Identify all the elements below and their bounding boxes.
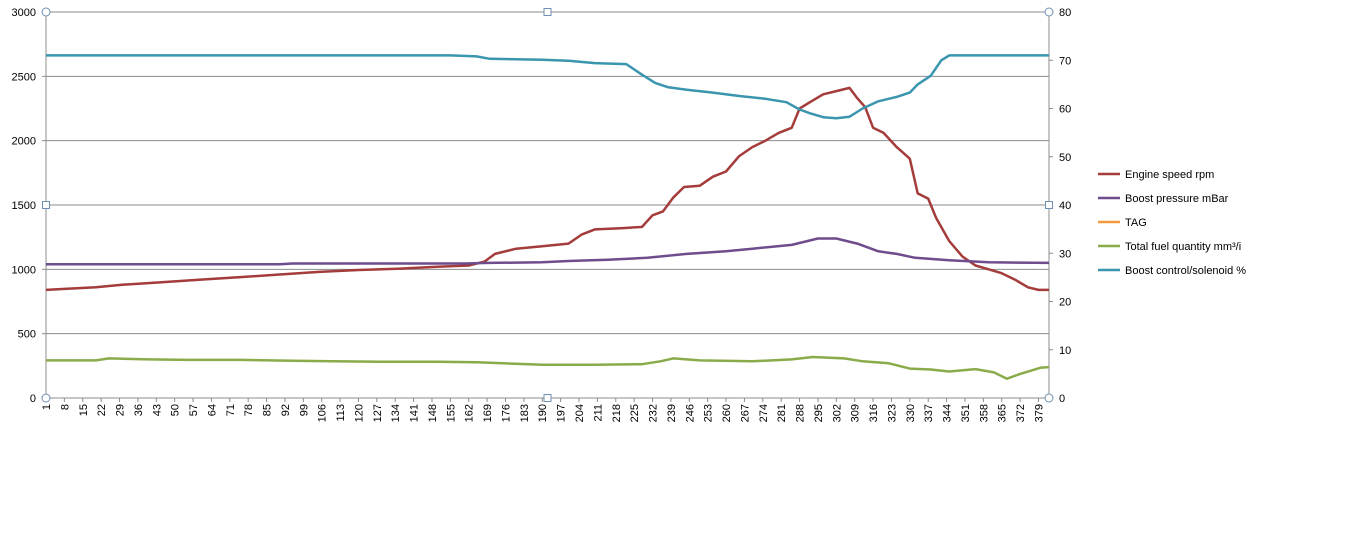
- legend: Engine speed rpm Boost pressure mBar TAG To…: [1098, 169, 1246, 277]
- left-tick-label: 2500: [12, 71, 36, 83]
- right-tick-label: 70: [1059, 55, 1071, 67]
- series-line: [45, 86, 1049, 292]
- right-tick-label: 10: [1059, 345, 1071, 357]
- resize-handle[interactable]: [41, 393, 51, 403]
- x-tick-label: 288: [795, 404, 807, 422]
- x-tick-label: 295: [813, 404, 825, 422]
- resize-handle[interactable]: [543, 8, 552, 16]
- x-tick-label: 372: [1015, 404, 1027, 422]
- x-tick-label: 1: [41, 404, 53, 410]
- x-tick-label: 134: [390, 404, 402, 422]
- resize-handle[interactable]: [1044, 393, 1054, 403]
- x-tick-label: 155: [445, 404, 457, 422]
- x-tick-label: 162: [464, 404, 476, 422]
- left-tick-label: 1000: [12, 264, 36, 276]
- right-tick-label: 0: [1059, 393, 1065, 405]
- x-tick-label: 71: [225, 404, 237, 416]
- x-tick-label: 85: [262, 404, 274, 416]
- series-line: [46, 355, 1050, 380]
- legend-label: Engine speed rpm: [1125, 169, 1214, 181]
- x-tick-label: 29: [115, 404, 127, 416]
- x-tick-label: 351: [960, 404, 972, 422]
- legend-label: TAG: [1125, 217, 1147, 229]
- x-tick-label: 15: [78, 404, 90, 416]
- right-axis: 0 10 20 30 40 50 60 70 80: [1049, 7, 1071, 405]
- x-tick-label: 323: [886, 404, 898, 422]
- x-tick-label: 197: [556, 404, 568, 422]
- x-tick-label: 106: [317, 404, 329, 422]
- series-line: [46, 54, 1049, 120]
- right-tick-label: 80: [1059, 7, 1071, 19]
- right-tick-label: 30: [1059, 248, 1071, 260]
- x-tick-label: 316: [868, 404, 880, 422]
- left-tick-label: 0: [30, 393, 36, 405]
- right-tick-label: 50: [1059, 152, 1071, 164]
- x-tick-label: 330: [905, 404, 917, 422]
- x-tick-label: 50: [170, 404, 182, 416]
- x-tick-label: 337: [923, 404, 935, 422]
- x-tick-label: 344: [942, 404, 954, 422]
- x-tick-label: 211: [592, 404, 604, 422]
- resize-handle[interactable]: [42, 201, 50, 209]
- left-tick-label: 2000: [12, 136, 36, 148]
- x-tick-label: 43: [151, 404, 163, 416]
- series-lines: [45, 54, 1050, 380]
- resize-handle[interactable]: [1045, 201, 1053, 209]
- x-axis: 1 8 15 22 29 36 43 50 57 64 71 78 85 92 99 106 113 120 127…: [41, 398, 1045, 422]
- x-tick-label: 379: [1033, 404, 1045, 422]
- x-tick-label: 260: [721, 404, 733, 422]
- x-tick-label: 239: [666, 404, 678, 422]
- x-tick-label: 92: [280, 404, 292, 416]
- left-tick-label: 3000: [12, 7, 36, 19]
- x-tick-label: 253: [703, 404, 715, 422]
- x-tick-label: 274: [758, 404, 770, 422]
- x-tick-label: 365: [997, 404, 1009, 422]
- x-tick-label: 302: [831, 404, 843, 422]
- x-tick-label: 64: [206, 404, 218, 416]
- x-tick-label: 281: [776, 404, 788, 422]
- x-tick-label: 267: [739, 404, 751, 422]
- x-tick-label: 148: [427, 404, 439, 422]
- x-tick-label: 36: [133, 404, 145, 416]
- resize-handle[interactable]: [41, 7, 51, 17]
- selection-handles[interactable]: [41, 7, 1054, 403]
- resize-handle[interactable]: [543, 394, 552, 402]
- right-tick-label: 60: [1059, 104, 1071, 116]
- x-tick-label: 127: [372, 404, 384, 422]
- series-line: [46, 237, 1050, 266]
- x-tick-label: 78: [243, 404, 255, 416]
- left-axis: 0 500 1000 1500 2000 2500 3000: [12, 7, 46, 405]
- resize-handle[interactable]: [1044, 7, 1054, 17]
- left-tick-label: 1500: [12, 200, 36, 212]
- legend-label: Boost control/solenoid %: [1125, 265, 1246, 277]
- x-tick-label: 113: [335, 404, 347, 422]
- legend-label: Boost pressure mBar: [1125, 193, 1229, 205]
- x-tick-label: 204: [574, 404, 586, 422]
- legend-label: Total fuel quantity mm³/i: [1125, 241, 1241, 253]
- x-tick-label: 22: [96, 404, 108, 416]
- x-tick-label: 176: [500, 404, 512, 422]
- x-tick-label: 8: [59, 404, 71, 410]
- x-tick-label: 183: [519, 404, 531, 422]
- x-tick-label: 232: [648, 404, 660, 422]
- x-tick-label: 309: [850, 404, 862, 422]
- x-tick-label: 358: [978, 404, 990, 422]
- x-tick-label: 190: [537, 404, 549, 422]
- x-tick-label: 99: [298, 404, 310, 416]
- x-tick-label: 57: [188, 404, 200, 416]
- x-tick-label: 218: [611, 404, 623, 422]
- x-tick-label: 225: [629, 404, 641, 422]
- x-tick-label: 246: [684, 404, 696, 422]
- right-tick-label: 20: [1059, 297, 1071, 309]
- x-tick-label: 120: [353, 404, 365, 422]
- right-tick-label: 40: [1059, 200, 1071, 212]
- x-tick-label: 169: [482, 404, 494, 422]
- left-tick-label: 500: [18, 329, 36, 341]
- x-tick-label: 141: [409, 404, 421, 422]
